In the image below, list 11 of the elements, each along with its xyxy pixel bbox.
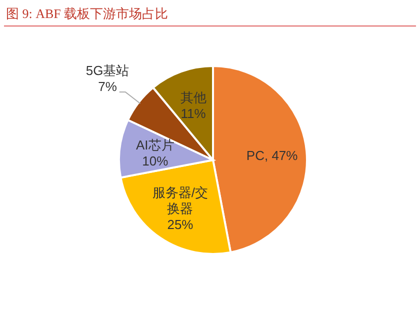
slice-label: PC [246, 148, 264, 164]
slice-label: 其他 [180, 90, 206, 106]
data-label: 11% [180, 106, 206, 122]
chart-title: 图 9: ABF 载板下游市场占比 [6, 6, 168, 21]
slice-label: 5G基站 [86, 63, 130, 78]
data-label: 7% [98, 79, 118, 94]
data-label: 25% [167, 217, 194, 232]
data-label: 10% [142, 154, 169, 169]
slice-label: AI芯片 [136, 138, 174, 153]
slice-label: 服务器/交换器 [152, 185, 208, 216]
data-label: , 47% [264, 148, 298, 164]
